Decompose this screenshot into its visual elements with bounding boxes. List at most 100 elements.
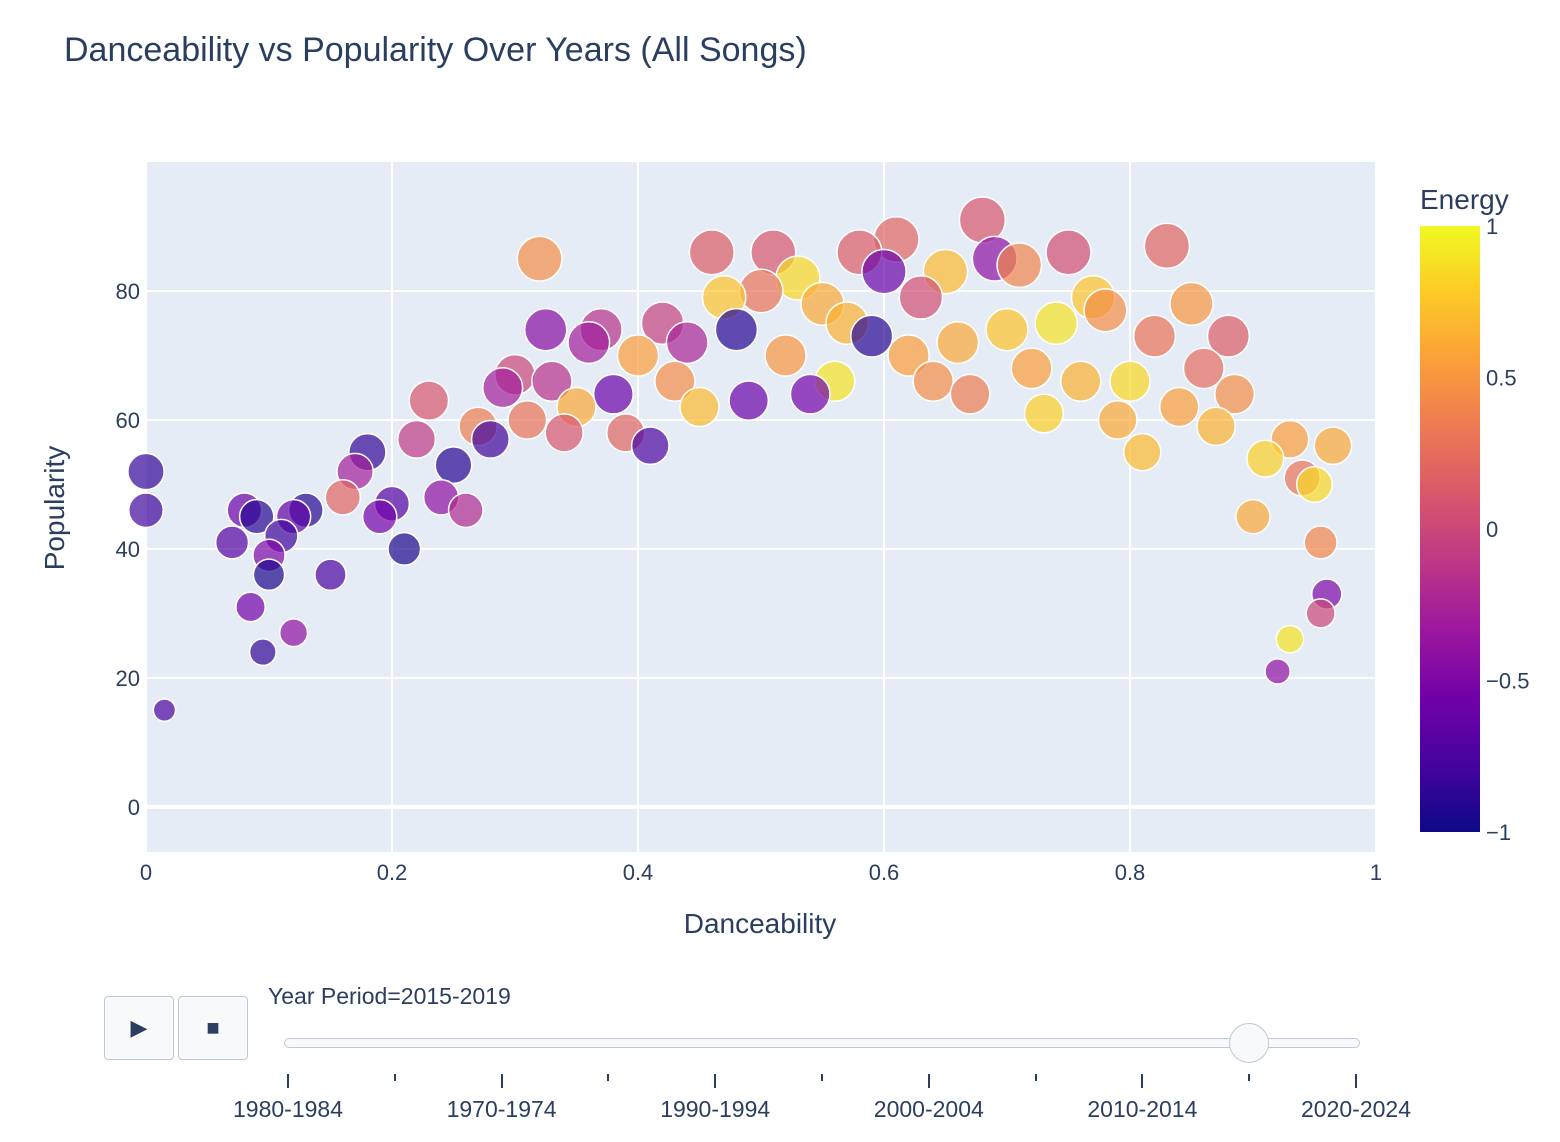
data-point[interactable] — [1123, 432, 1162, 472]
data-point[interactable] — [1275, 624, 1305, 654]
data-point[interactable] — [567, 321, 611, 365]
colorbar-tick-label: 0 — [1486, 517, 1498, 542]
data-point[interactable] — [898, 275, 944, 320]
data-point[interactable] — [408, 380, 450, 421]
slider-tick — [927, 1074, 930, 1088]
data-point[interactable] — [1206, 314, 1251, 358]
data-point[interactable] — [861, 248, 907, 295]
data-point[interactable] — [1034, 301, 1079, 346]
slider-tick — [1034, 1074, 1037, 1081]
play-button[interactable]: ▶ — [104, 996, 174, 1060]
data-point[interactable] — [1060, 360, 1102, 403]
plot-area: 0 0.2 0.4 0.6 0.8 1 0 20 40 60 80 — [116, 162, 1382, 885]
data-point[interactable] — [516, 235, 563, 282]
data-point[interactable] — [936, 321, 980, 365]
data-point[interactable] — [728, 380, 770, 421]
data-point[interactable] — [127, 452, 165, 491]
data-point[interactable] — [654, 360, 696, 403]
data-point[interactable] — [1143, 222, 1191, 270]
data-point[interactable] — [238, 498, 275, 535]
data-point[interactable] — [996, 242, 1043, 289]
data-point[interactable] — [630, 426, 670, 466]
data-point[interactable] — [1305, 598, 1336, 629]
colorbar-tick-label: −1 — [1486, 820, 1511, 845]
data-point[interactable] — [738, 268, 784, 314]
data-point[interactable] — [434, 446, 473, 485]
data-point[interactable] — [470, 419, 510, 459]
data-point[interactable] — [531, 360, 573, 403]
slider-tick — [821, 1074, 823, 1081]
data-point[interactable] — [1083, 288, 1128, 333]
slider-tick-label[interactable]: 1970-1974 — [446, 1096, 557, 1122]
data-point[interactable] — [1045, 229, 1092, 276]
data-point[interactable] — [235, 591, 266, 623]
slider-tick — [1248, 1074, 1251, 1081]
data-point[interactable] — [679, 386, 720, 428]
stop-button[interactable]: ■ — [178, 996, 248, 1060]
data-point[interactable] — [1169, 281, 1214, 327]
data-point[interactable] — [1196, 406, 1236, 447]
data-point[interactable] — [361, 498, 398, 535]
data-point[interactable] — [985, 307, 1029, 352]
data-point[interactable] — [1235, 498, 1271, 535]
data-point[interactable] — [949, 373, 991, 415]
data-point[interactable] — [1158, 386, 1200, 428]
slider-tick-label[interactable]: 2010-2014 — [1087, 1096, 1198, 1122]
data-point[interactable] — [1303, 525, 1338, 560]
data-point[interactable] — [912, 360, 954, 403]
y-tick-label: 60 — [116, 408, 140, 433]
data-point[interactable] — [507, 399, 548, 440]
data-point[interactable] — [789, 373, 831, 415]
data-point[interactable] — [324, 479, 362, 516]
data-point[interactable] — [544, 413, 584, 453]
data-point[interactable] — [592, 373, 634, 415]
data-point[interactable] — [616, 334, 660, 377]
slider-tick — [607, 1074, 610, 1081]
data-point[interactable] — [1182, 347, 1225, 390]
x-axis-title: Danceability — [684, 908, 837, 939]
data-point[interactable] — [1023, 393, 1065, 434]
x-tick-label: 0 — [140, 860, 152, 885]
data-point[interactable] — [387, 531, 422, 566]
data-point[interactable] — [1109, 360, 1151, 403]
x-tick-label: 1 — [1370, 860, 1382, 885]
slider-tick — [1141, 1074, 1144, 1088]
slider-tick — [500, 1074, 503, 1088]
data-point[interactable] — [248, 638, 277, 667]
data-point[interactable] — [665, 321, 709, 365]
data-point[interactable] — [314, 558, 347, 592]
data-point[interactable] — [1246, 439, 1285, 478]
data-point[interactable] — [764, 334, 807, 377]
data-point[interactable] — [278, 618, 309, 648]
data-point[interactable] — [128, 492, 164, 529]
data-point[interactable] — [1313, 426, 1353, 466]
data-point[interactable] — [1214, 373, 1256, 415]
slider-tick-label[interactable]: 1980-1984 — [233, 1096, 343, 1122]
data-point[interactable] — [1264, 658, 1291, 685]
data-point[interactable] — [1097, 399, 1138, 440]
data-point[interactable] — [482, 367, 524, 409]
x-tick-label: 0.2 — [377, 860, 408, 885]
slider-tick-label[interactable]: 2000-2004 — [873, 1096, 984, 1122]
y-tick-label: 20 — [116, 666, 140, 691]
colorbar-title: Energy — [1420, 184, 1509, 215]
slider-tick-label[interactable]: 1990-1994 — [660, 1096, 771, 1122]
data-point[interactable] — [887, 334, 930, 377]
slider-tick-label[interactable]: 2020-2024 — [1301, 1096, 1411, 1122]
data-point[interactable] — [152, 698, 177, 723]
data-point[interactable] — [397, 419, 437, 459]
data-point[interactable] — [252, 558, 286, 592]
data-point[interactable] — [523, 307, 568, 352]
data-point[interactable] — [1010, 347, 1053, 390]
x-tick-label: 0.4 — [623, 860, 654, 885]
data-point[interactable] — [714, 307, 759, 352]
data-point[interactable] — [850, 314, 894, 358]
data-point[interactable] — [214, 525, 250, 560]
data-point[interactable] — [1295, 465, 1334, 504]
x-tick-label: 0.6 — [869, 860, 900, 885]
data-point[interactable] — [447, 492, 484, 529]
data-point[interactable] — [688, 229, 735, 276]
year-period-slider-handle[interactable] — [1229, 1023, 1270, 1063]
data-point[interactable] — [1132, 314, 1177, 358]
year-period-slider-track[interactable] — [284, 1038, 1360, 1048]
